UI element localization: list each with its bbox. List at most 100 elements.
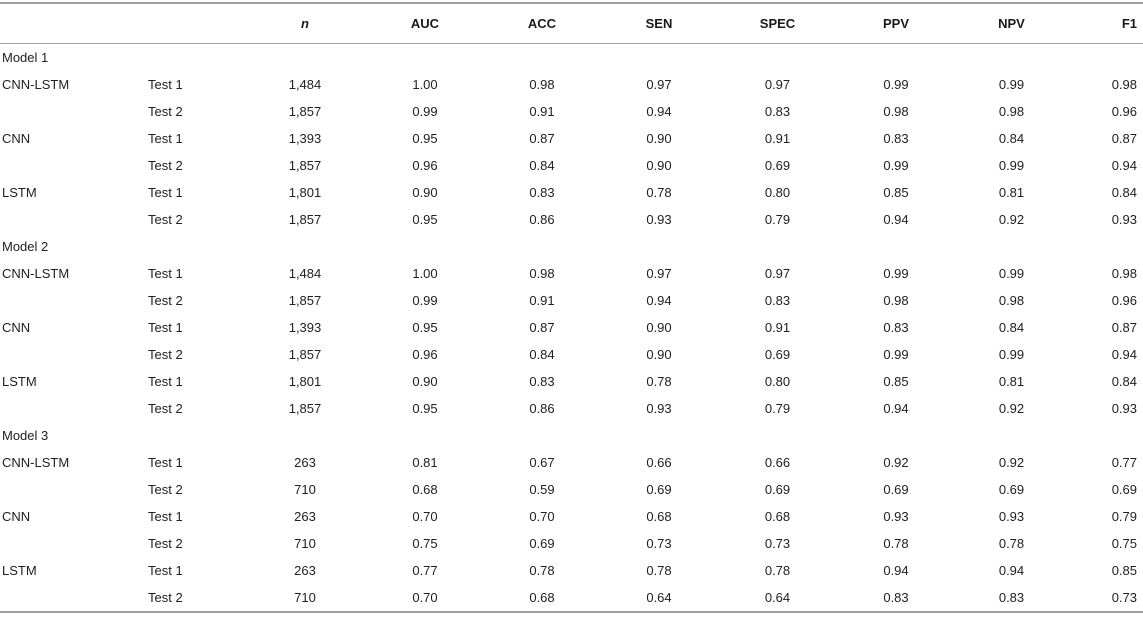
table-row: CNN Test 1 263 0.70 0.70 0.68 0.68 0.93 0.93 0.79 (0, 503, 1143, 530)
acc-cell: 0.70 (529, 509, 555, 524)
model-cell (0, 395, 148, 422)
n-cell: 710 (294, 536, 316, 551)
spec-cell: 0.69 (764, 482, 791, 497)
spec-cell: 0.64 (764, 590, 791, 605)
section-label: Model 3 (2, 428, 49, 443)
f1-cell: 0.96 (1111, 104, 1137, 119)
test-cell: Test 2 (148, 104, 183, 119)
acc-cell: 0.83 (529, 374, 555, 389)
table-row: CNN-LSTM Test 1 1,484 1.00 0.98 0.97 0.97 0.99 0… (0, 260, 1143, 287)
ppv-cell: 0.85 (883, 185, 909, 200)
ppv-cell: 0.99 (883, 347, 909, 362)
n-cell: 263 (294, 509, 316, 524)
model-cell (0, 584, 148, 612)
auc-cell: 1.00 (412, 266, 438, 281)
acc-cell: 0.86 (529, 212, 555, 227)
table-row: Test 2 1,857 0.96 0.84 0.90 0.69 0.99 0.99 0.94 (0, 341, 1143, 368)
ppv-cell: 0.99 (883, 158, 909, 173)
ppv-cell: 0.99 (883, 77, 909, 92)
table-header: n AUC ACC SEN SPEC PPV NPV F1 (0, 3, 1143, 44)
npv-cell: 0.92 (998, 212, 1025, 227)
test-cell: Test 1 (148, 266, 183, 281)
n-cell: 1,857 (288, 212, 322, 227)
col-header-spec: SPEC (718, 3, 837, 44)
sen-cell: 0.93 (646, 212, 672, 227)
spec-cell: 0.78 (764, 563, 791, 578)
sen-cell: 0.66 (646, 455, 672, 470)
sen-cell: 0.93 (646, 401, 672, 416)
n-cell: 263 (294, 455, 316, 470)
col-header-sen: SEN (600, 3, 718, 44)
f1-cell: 0.98 (1111, 77, 1137, 92)
npv-cell: 0.69 (998, 482, 1025, 497)
npv-cell: 0.98 (998, 293, 1025, 308)
sen-cell: 0.69 (646, 482, 672, 497)
model-cell: CNN (2, 131, 31, 146)
spec-cell: 0.79 (764, 401, 791, 416)
model-cell (0, 152, 148, 179)
table-row: CNN Test 1 1,393 0.95 0.87 0.90 0.91 0.83 0.84 0.… (0, 314, 1143, 341)
acc-cell: 0.83 (529, 185, 555, 200)
n-cell: 1,857 (288, 158, 322, 173)
table-row: Test 2 1,857 0.95 0.86 0.93 0.79 0.94 0.92 0.93 (0, 395, 1143, 422)
model-cell: CNN-LSTM (2, 77, 70, 92)
table-row: LSTM Test 1 263 0.77 0.78 0.78 0.78 0.94 0.94 0.8… (0, 557, 1143, 584)
section-label: Model 1 (2, 50, 49, 65)
n-cell: 1,484 (288, 77, 322, 92)
acc-cell: 0.91 (529, 104, 555, 119)
spec-cell: 0.68 (764, 509, 791, 524)
col-header-f1: F1 (1068, 3, 1143, 44)
auc-cell: 0.70 (412, 590, 438, 605)
ppv-cell: 0.98 (883, 293, 909, 308)
auc-cell: 0.96 (412, 158, 438, 173)
f1-cell: 0.93 (1111, 212, 1137, 227)
header-row: n AUC ACC SEN SPEC PPV NPV F1 (0, 3, 1143, 44)
model-cell (0, 530, 148, 557)
n-cell: 1,393 (288, 131, 322, 146)
table-row: Test 2 1,857 0.96 0.84 0.90 0.69 0.99 0.99 0.94 (0, 152, 1143, 179)
f1-cell: 0.94 (1111, 347, 1137, 362)
table-row: Test 2 1,857 0.99 0.91 0.94 0.83 0.98 0.98 0.96 (0, 98, 1143, 125)
f1-cell: 0.94 (1111, 158, 1137, 173)
sen-cell: 0.64 (646, 590, 672, 605)
auc-cell: 0.95 (412, 320, 438, 335)
test-cell: Test 2 (148, 401, 183, 416)
spec-cell: 0.69 (764, 347, 791, 362)
model-cell: CNN-LSTM (2, 266, 70, 281)
model-cell: CNN (2, 509, 31, 524)
section-row: Model 2 (0, 233, 1143, 260)
f1-cell: 0.87 (1111, 320, 1137, 335)
auc-cell: 0.77 (412, 563, 438, 578)
npv-cell: 0.84 (998, 320, 1025, 335)
f1-cell: 0.98 (1111, 266, 1137, 281)
n-cell: 1,801 (288, 185, 322, 200)
spec-cell: 0.79 (764, 212, 791, 227)
npv-cell: 0.99 (998, 347, 1025, 362)
model-cell: LSTM (2, 185, 37, 200)
auc-cell: 0.99 (412, 293, 438, 308)
sen-cell: 0.73 (646, 536, 672, 551)
n-cell: 263 (294, 563, 316, 578)
auc-cell: 0.95 (412, 401, 438, 416)
acc-cell: 0.67 (529, 455, 555, 470)
auc-cell: 0.81 (412, 455, 438, 470)
f1-cell: 0.73 (1111, 590, 1137, 605)
acc-cell: 0.68 (529, 590, 555, 605)
table-row: Test 2 1,857 0.95 0.86 0.93 0.79 0.94 0.92 0.93 (0, 206, 1143, 233)
acc-cell: 0.78 (529, 563, 555, 578)
acc-cell: 0.84 (529, 158, 555, 173)
col-header-model (0, 3, 148, 44)
sen-cell: 0.97 (646, 77, 672, 92)
sen-cell: 0.78 (646, 374, 672, 389)
npv-cell: 0.94 (998, 563, 1025, 578)
test-cell: Test 1 (148, 185, 183, 200)
col-header-acc: ACC (484, 3, 600, 44)
sen-cell: 0.78 (646, 563, 672, 578)
spec-cell: 0.83 (764, 293, 791, 308)
f1-cell: 0.84 (1111, 185, 1137, 200)
ppv-cell: 0.93 (883, 509, 909, 524)
test-cell: Test 2 (148, 212, 183, 227)
sen-cell: 0.94 (646, 293, 672, 308)
ppv-cell: 0.99 (883, 266, 909, 281)
ppv-cell: 0.94 (883, 212, 909, 227)
